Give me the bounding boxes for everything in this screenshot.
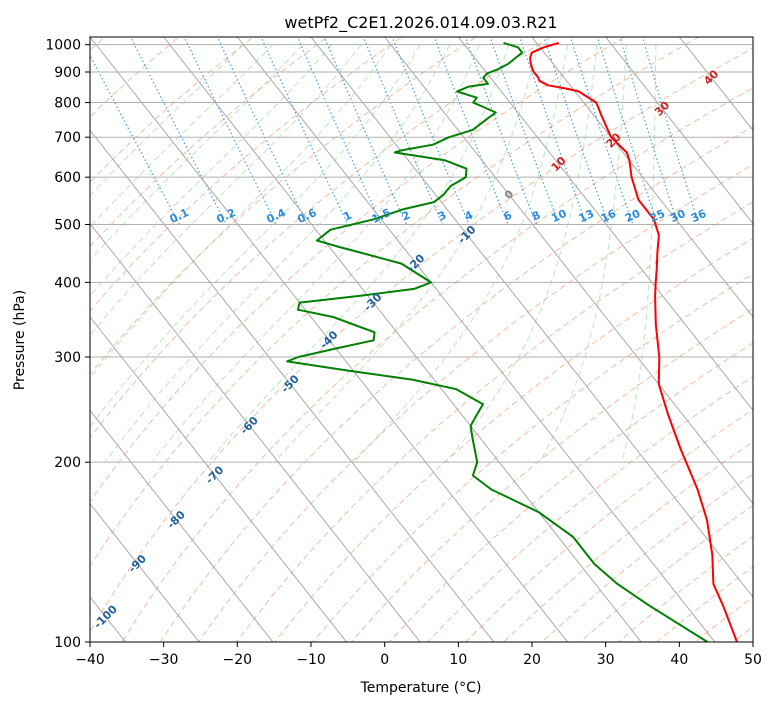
dry-adiabat: [121, 87, 753, 642]
x-tick-label: −40: [75, 652, 105, 668]
dry-adiabat: [90, 37, 626, 503]
mixing-ratio-line: [543, 37, 610, 225]
mixing-ratio-label: 10: [549, 207, 569, 225]
mixing-ratio-line: [619, 37, 679, 225]
y-tick-label: 300: [54, 350, 81, 366]
dry-adiabat: [90, 37, 329, 248]
isotherm-line: [163, 37, 642, 642]
x-tick-label: 30: [597, 652, 615, 668]
x-tick-label: 0: [380, 652, 389, 668]
mixing-ratio-label: 30: [668, 207, 688, 225]
mixing-ratio-line: [519, 37, 588, 225]
isotherm-line: [90, 129, 495, 642]
moist-adiabat: [90, 44, 274, 228]
mixing-ratio-label: 36: [689, 207, 709, 225]
isotherm-line: [678, 37, 753, 132]
isotherm-line: [90, 502, 200, 642]
dry-adiabat: [236, 201, 753, 642]
dewpoint-profile: [286, 41, 709, 642]
dry-adiabat: [90, 37, 552, 439]
y-tick-label: 800: [54, 96, 81, 112]
dry-adiabat: [312, 273, 753, 642]
dry-adiabat: [90, 37, 180, 118]
moist-adiabat: [90, 44, 421, 428]
x-tick-label: 40: [670, 652, 688, 668]
moist-adiabat: [90, 44, 244, 197]
plot-frame: [89, 36, 754, 643]
mixing-ratio-line: [433, 37, 509, 225]
dry-adiabat: [197, 164, 753, 642]
mixing-ratio-line: [464, 37, 538, 225]
dry-adiabat: [90, 37, 477, 376]
y-tick-label: 1000: [45, 38, 81, 54]
dry-adiabat: [90, 37, 403, 312]
x-axis-title: Temperature (°C): [360, 680, 482, 696]
mixing-ratio-line: [216, 37, 308, 225]
x-tick-label: 20: [523, 652, 541, 668]
series-lines: [286, 41, 738, 642]
y-tick-label: 500: [54, 217, 81, 233]
isotherm-line: [531, 37, 753, 318]
mixing-ratio-label: 13: [577, 207, 596, 225]
mixing-ratio-line: [489, 37, 560, 225]
y-tick-label: 400: [54, 275, 81, 291]
mixing-ratio-line: [596, 37, 659, 225]
moist-adiabat: [104, 44, 451, 463]
isotherm-line: [90, 37, 569, 642]
y-axis-title: Pressure (hPa): [12, 290, 28, 390]
y-tick-label: 600: [54, 170, 81, 186]
isotherm-line: [90, 409, 274, 642]
mixing-ratio-line: [90, 53, 181, 225]
x-tick-label: 50: [744, 652, 762, 668]
isotherm-line: [90, 316, 348, 642]
x-tick-label: −20: [223, 652, 253, 668]
mixing-ratio-line: [362, 37, 444, 225]
y-tick-label: 900: [54, 65, 81, 81]
isotherm-line: [90, 222, 421, 642]
dry-adiabat: [274, 237, 753, 642]
isotherm-line: [0, 20, 73, 669]
dry-adiabat: [159, 126, 753, 642]
mixing-ratio-line: [391, 37, 470, 225]
axes: −40 −30 −20 −10 0 10 20 30 40 50 100 200 300 400 500 60…: [45, 38, 762, 668]
y-tick-label: 700: [54, 130, 81, 146]
chart-title: wetPf2_C2E1.2026.014.09.03.R21: [284, 13, 557, 33]
background-lines: [0, 20, 753, 669]
mixing-ratio-label: 16: [599, 207, 619, 225]
x-tick-label: 10: [449, 652, 467, 668]
dry-adiabat: [90, 47, 753, 633]
y-tick-label: 100: [54, 635, 81, 651]
dry-adiabat: [350, 308, 753, 642]
x-tick-label: −10: [296, 652, 326, 668]
isotherm-line: [236, 37, 716, 642]
isotherm-line: [384, 37, 753, 505]
y-tick-label: 200: [54, 455, 81, 471]
moist-adiabat: [90, 44, 303, 262]
mixing-ratio-label: 20: [623, 207, 643, 225]
isotherm-line: [605, 37, 753, 225]
isotherm-line: [457, 37, 753, 412]
mixing-ratio-line: [569, 37, 634, 225]
moist-adiabat: [273, 44, 539, 463]
isotherm-line: [310, 37, 753, 598]
x-tick-label: −30: [149, 652, 179, 668]
mixing-ratio-line: [641, 37, 700, 225]
plot-area: [90, 37, 753, 642]
mixing-ratio-line: [129, 37, 227, 225]
mixing-ratio-label: 25: [648, 207, 667, 225]
temperature-profile: [529, 41, 738, 642]
